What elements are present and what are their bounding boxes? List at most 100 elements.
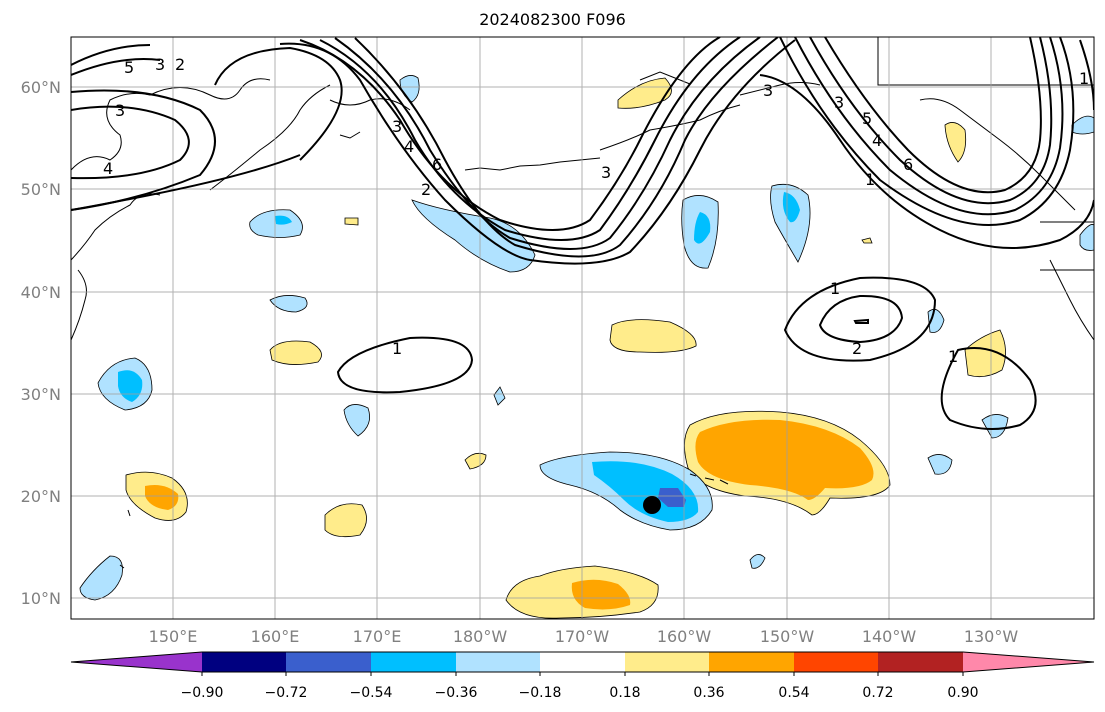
- colorbar-segment: [540, 652, 625, 672]
- lon-label-140w: 140°W: [862, 627, 917, 646]
- latitude-labels: 60°N 50°N 40°N 30°N 20°N 10°N: [21, 78, 61, 608]
- contour-label: 1: [1079, 69, 1089, 88]
- positive-anomaly-small: [344, 217, 359, 226]
- contour-label: 1: [865, 170, 875, 189]
- contour-label: 3: [834, 93, 844, 112]
- contour-label: 4: [404, 137, 414, 156]
- lon-label-150w: 150°W: [760, 627, 815, 646]
- colorbar-segment: [371, 652, 456, 672]
- colorbar-segment: [456, 652, 540, 672]
- colorbar-tick-label: −0.72: [265, 685, 308, 701]
- lon-label-160e: 160°E: [251, 627, 300, 646]
- contour-labels: 5 3 2 3 4 3 4 6 2 3 3 4 6 5 3 1 1 1 2 1 …: [103, 55, 1089, 366]
- colorbar-tick-labels: −0.90 −0.72 −0.54 −0.36 −0.18 0.18 0.36 …: [181, 685, 979, 701]
- map-plot-area: 5 3 2 3 4 3 4 6 2 3 3 4 6 5 3 1 1 1 2 1 …: [71, 37, 1094, 619]
- contour-label: 6: [903, 155, 913, 174]
- contour-label: 3: [601, 163, 611, 182]
- contour-label: 4: [872, 131, 882, 150]
- colorbar-segment: [709, 652, 794, 672]
- positive-anomaly-west-core: [145, 485, 179, 510]
- contour-line-1-east: [783, 276, 937, 362]
- contour-line-1-central: [336, 336, 474, 394]
- colorbar-segment: [71, 652, 202, 672]
- colorbar-tick-label: 0.90: [947, 685, 978, 701]
- contour-label: 3: [763, 81, 773, 100]
- contour-label: 4: [103, 159, 113, 178]
- lat-label-30n: 30°N: [21, 385, 61, 404]
- positive-anomaly-core: [695, 419, 874, 500]
- colorbar-tick-label: 0.72: [862, 685, 893, 701]
- negative-anomaly-small: [927, 454, 953, 475]
- colorbar-tick-label: −0.36: [435, 685, 478, 701]
- storm-position-marker: [643, 496, 661, 514]
- contour-label: 2: [175, 55, 185, 74]
- lon-label-170w: 170°W: [555, 627, 610, 646]
- negative-anomaly-small: [269, 295, 308, 313]
- negative-anomaly-band: [411, 199, 536, 273]
- negative-anomaly-peak: [658, 488, 686, 507]
- colorbar-tick-label: 0.36: [693, 685, 724, 701]
- colorbar-segment: [625, 652, 709, 672]
- colorbar-tick-label: −0.54: [350, 685, 393, 701]
- positive-anomaly-alaska: [944, 122, 967, 163]
- colorbar-segment: [878, 652, 963, 672]
- colorbar-segment: [794, 652, 878, 672]
- colorbar-segment: [202, 652, 286, 672]
- lon-label-180w: 180°W: [453, 627, 508, 646]
- contour-label: 6: [432, 155, 442, 174]
- positive-anomaly-small: [464, 452, 487, 470]
- positive-anomaly-small: [861, 237, 873, 244]
- contour-label: 1: [830, 279, 840, 298]
- lat-label-10n: 10°N: [21, 589, 61, 608]
- negative-anomaly-small: [749, 554, 766, 569]
- positive-anomaly-small: [269, 340, 322, 365]
- lat-label-20n: 20°N: [21, 487, 61, 506]
- contour-label: 5: [124, 58, 134, 77]
- negative-anomaly-small-core: [275, 215, 292, 225]
- map-frame: [70, 36, 1095, 620]
- positive-anomaly-east: [964, 329, 1006, 378]
- colorbar-tick-label: −0.90: [181, 685, 224, 701]
- contour-label: 3: [115, 101, 125, 120]
- gridlines: [71, 37, 1094, 619]
- contour-lines: [71, 37, 1094, 430]
- negative-anomaly-mid-north-core: [694, 212, 711, 244]
- contour-line-1-southeast: [940, 347, 1037, 430]
- negative-anomaly-mid-north: [770, 183, 811, 263]
- contour-label: 1: [392, 339, 402, 358]
- anomaly-shading: [79, 75, 1094, 619]
- contour-label: 5: [862, 109, 872, 128]
- colorbar-segment: [963, 652, 1094, 672]
- negative-anomaly-small: [343, 404, 371, 437]
- lat-label-60n: 60°N: [21, 78, 61, 97]
- lon-label-160w: 160°W: [657, 627, 712, 646]
- negative-anomaly-small: [493, 386, 506, 406]
- map-title: 2024082300 F096: [479, 10, 626, 29]
- contour-line-2-east: [818, 294, 904, 344]
- negative-anomaly-small: [981, 414, 1009, 439]
- colorbar-segment: [286, 652, 371, 672]
- positive-anomaly-south-core: [571, 579, 631, 610]
- colorbar: [70, 651, 1095, 676]
- longitude-labels: 150°E 160°E 170°E 180°W 170°W 160°W 150°…: [149, 627, 1019, 646]
- lon-label-150e: 150°E: [149, 627, 198, 646]
- contour-label: 2: [421, 180, 431, 199]
- lon-label-170e: 170°E: [353, 627, 402, 646]
- negative-anomaly-east-edge: [1071, 115, 1094, 135]
- colorbar-tick-label: −0.18: [519, 685, 562, 701]
- contour-label: 3: [155, 55, 165, 74]
- lon-label-130w: 130°W: [964, 627, 1019, 646]
- positive-anomaly-mid: [609, 319, 697, 353]
- colorbar-tick-label: 0.54: [778, 685, 809, 701]
- negative-anomaly-east-edge: [1079, 224, 1094, 251]
- lat-label-40n: 40°N: [21, 283, 61, 302]
- lat-label-50n: 50°N: [21, 180, 61, 199]
- positive-anomaly-north: [617, 77, 672, 109]
- contour-label: 3: [392, 117, 402, 136]
- coastlines: [71, 37, 1094, 569]
- contour-label: 2: [852, 339, 862, 358]
- colorbar-tick-label: 0.18: [609, 685, 640, 701]
- positive-anomaly-small: [324, 503, 367, 538]
- contour-label: 1: [948, 347, 958, 366]
